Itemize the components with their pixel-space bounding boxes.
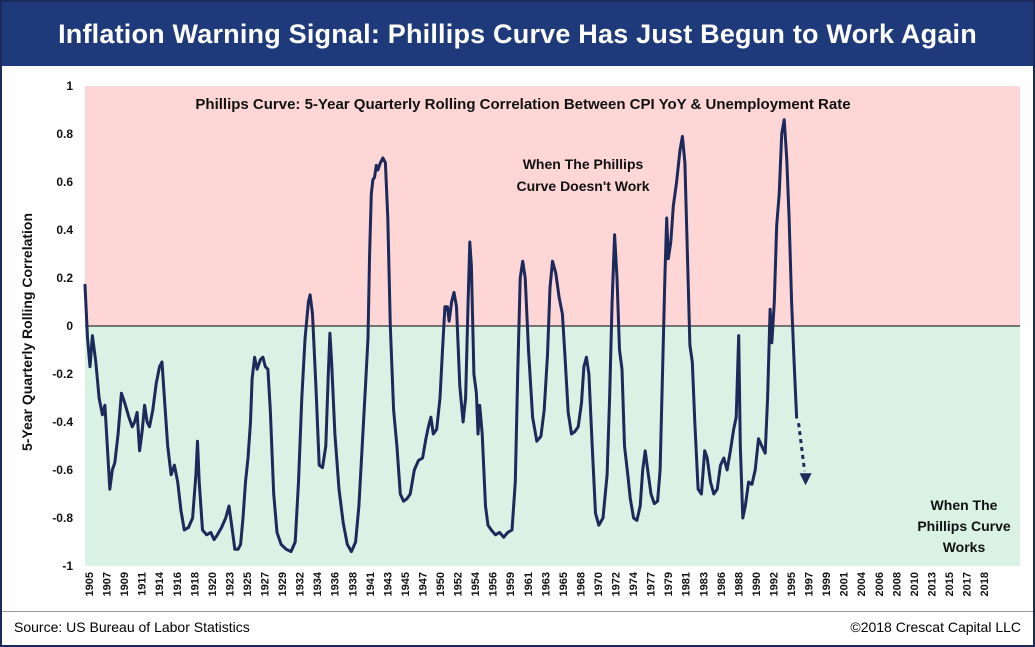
x-tick-label: 1905 [84,572,96,596]
series-line [83,118,799,554]
y-tick-label: 0 [66,319,73,333]
x-tick-label: 1911 [137,572,149,596]
y-tick-label: 0.4 [56,223,73,237]
x-tick-label: 1927 [260,572,272,596]
x-tick-label: 1999 [821,572,833,596]
x-tick-label: 1970 [593,572,605,596]
x-tick-label: 1945 [400,572,412,596]
arrow-head-icon [799,473,812,486]
x-tick-label: 1936 [330,572,342,596]
y-tick-label: 0.8 [56,127,73,141]
x-tick-label: 2017 [962,572,974,596]
footer-divider [2,611,1033,612]
x-tick-label: 2004 [856,571,868,596]
annotation-not-working: When The Phillips Curve Doesn't Work [517,156,650,194]
x-tick-label: 1920 [207,572,219,596]
x-tick-label: 2010 [909,572,921,596]
zone-working [85,326,1020,566]
x-tick-label: 1972 [611,572,623,596]
y-tick-label: 0.2 [56,271,73,285]
x-tick-label: 1965 [558,572,570,596]
x-tick-label: 1907 [102,572,114,596]
source-note: Source: US Bureau of Labor Statistics [14,619,250,635]
y-axis-ticks: 1 0.8 0.6 0.4 0.2 0 -0.2 -0.4 -0.6 -0.8 -1 [52,79,73,573]
x-tick-label: 1986 [716,572,728,596]
page-title: Inflation Warning Signal: Phillips Curve… [2,2,1033,66]
y-tick-label: -0.6 [52,463,73,477]
chart-title: Phillips Curve: 5-Year Quarterly Rolling… [195,96,850,113]
copyright-note: ©2018 Crescat Capital LLC [850,619,1021,635]
x-tick-label: 1988 [733,572,745,596]
x-tick-label: 1992 [768,572,780,596]
y-tick-label: 0.6 [56,175,73,189]
x-tick-label: 1979 [663,572,675,596]
x-tick-label: 1916 [172,572,184,596]
x-tick-label: 1934 [312,571,324,596]
x-tick-label: 2006 [874,572,886,596]
chart: 10.80.60.40.20-0.2-0.4-0.6-0.8-1 1905 190… [19,79,1020,596]
x-tick-label: 2013 [926,572,938,596]
x-tick-label: 1943 [382,572,394,596]
x-tick-label: 1977 [646,572,658,596]
y-tick-label: -0.4 [52,415,73,429]
y-tick-label: -0.8 [52,511,73,525]
x-tick-label: 1923 [224,572,236,596]
x-tick-label: 1932 [295,572,307,596]
x-axis-ticks: 1905 1907 1909 1911 1914 1916 1918 1920 1923 1925… [84,571,991,596]
x-tick-label: 2001 [839,572,851,596]
x-tick-label: 1941 [365,572,377,596]
x-tick-label: 1968 [575,572,587,596]
zone-not-working [85,86,1020,326]
x-tick-label: 1914 [154,571,166,596]
x-tick-label: 1918 [189,572,201,596]
x-tick-label: 1952 [453,572,465,596]
x-tick-label: 2015 [944,572,956,596]
annotation-working: When The Phillips Curve Works [917,497,1011,555]
x-tick-label: 1956 [488,572,500,596]
x-tick-label: 1997 [804,572,816,596]
x-tick-label: 1963 [540,572,552,596]
x-tick-label: 1974 [628,571,640,596]
y-axis-label: 5-Year Quarterly Rolling Correlation [19,213,35,451]
x-tick-label: 1947 [417,572,429,596]
y-tick-label: 1 [66,79,73,93]
x-tick-label: 1995 [786,572,798,596]
y-tick-label: -0.2 [52,367,73,381]
x-tick-label: 1981 [681,572,693,596]
x-tick-label: 1938 [347,572,359,596]
x-tick-label: 1909 [119,572,131,596]
x-tick-label: 1929 [277,572,289,596]
x-tick-label: 1925 [242,572,254,596]
x-tick-label: 1954 [470,571,482,596]
x-tick-label: 1961 [523,572,535,596]
y-tick-label: -1 [62,559,73,573]
x-tick-label: 1959 [505,572,517,596]
x-tick-label: 2018 [979,572,991,596]
x-tick-label: 1950 [435,572,447,596]
x-tick-label: 1990 [751,572,763,596]
x-tick-label: 1983 [698,572,710,596]
x-tick-label: 2008 [891,572,903,596]
projection-arrow [797,423,807,472]
